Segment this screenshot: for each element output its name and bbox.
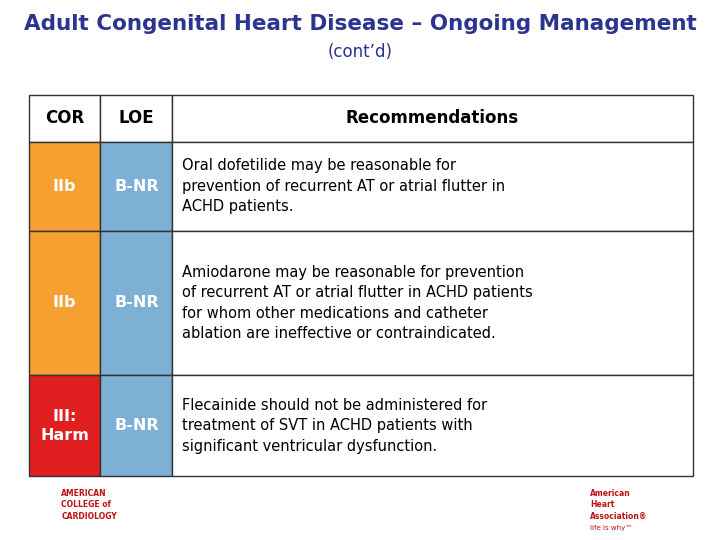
Polygon shape: [29, 375, 101, 476]
Polygon shape: [172, 375, 693, 476]
Text: B-NR: B-NR: [114, 418, 158, 433]
Text: Adult Congenital Heart Disease – Ongoing Management: Adult Congenital Heart Disease – Ongoing…: [24, 14, 696, 35]
Text: B-NR: B-NR: [114, 179, 158, 194]
Polygon shape: [101, 142, 172, 231]
Polygon shape: [172, 142, 693, 231]
Text: American
Heart
Association®: American Heart Association®: [590, 489, 648, 521]
Text: significant ventricular dysfunction.: significant ventricular dysfunction.: [182, 438, 438, 454]
Polygon shape: [101, 94, 172, 142]
Text: COR: COR: [45, 109, 84, 127]
Text: Recommendations: Recommendations: [346, 109, 519, 127]
Text: ablation are ineffective or contraindicated.: ablation are ineffective or contraindica…: [182, 326, 496, 341]
Text: III:
Harm: III: Harm: [40, 409, 89, 442]
Polygon shape: [172, 231, 693, 375]
Text: AMERICAN
COLLEGE of
CARDIOLOGY: AMERICAN COLLEGE of CARDIOLOGY: [61, 489, 117, 521]
Text: ACHD patients.: ACHD patients.: [182, 199, 294, 214]
Text: (cont’d): (cont’d): [328, 43, 392, 62]
Polygon shape: [172, 94, 693, 142]
Polygon shape: [29, 142, 101, 231]
Text: life is why™: life is why™: [590, 525, 633, 531]
Polygon shape: [29, 231, 101, 375]
Polygon shape: [101, 375, 172, 476]
Text: for whom other medications and catheter: for whom other medications and catheter: [182, 306, 488, 321]
Text: Oral dofetilide may be reasonable for: Oral dofetilide may be reasonable for: [182, 158, 456, 173]
Polygon shape: [101, 231, 172, 375]
Polygon shape: [29, 94, 101, 142]
Text: Flecainide should not be administered for: Flecainide should not be administered fo…: [182, 397, 487, 413]
Text: LOE: LOE: [119, 109, 154, 127]
Text: B-NR: B-NR: [114, 295, 158, 310]
Text: treatment of SVT in ACHD patients with: treatment of SVT in ACHD patients with: [182, 418, 473, 433]
Text: Amiodarone may be reasonable for prevention: Amiodarone may be reasonable for prevent…: [182, 265, 524, 280]
Text: prevention of recurrent AT or atrial flutter in: prevention of recurrent AT or atrial flu…: [182, 179, 505, 194]
Text: of recurrent AT or atrial flutter in ACHD patients: of recurrent AT or atrial flutter in ACH…: [182, 285, 533, 300]
Text: IIb: IIb: [53, 179, 76, 194]
Text: IIb: IIb: [53, 295, 76, 310]
